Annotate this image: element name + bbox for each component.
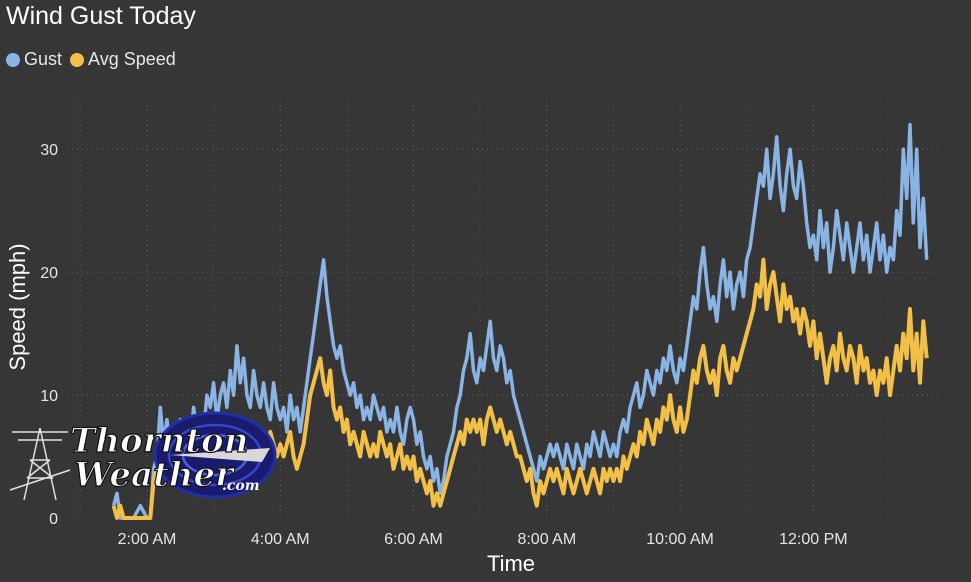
legend-label-gust: Gust — [24, 49, 63, 69]
chart-legend: Gust Avg Speed — [6, 49, 180, 70]
y-axis-ticks: 0 10 20 30 — [40, 142, 58, 528]
thornton-weather-logo: Thornton Weather .com — [9, 411, 277, 501]
legend-label-avg-speed: Avg Speed — [88, 49, 176, 69]
radio-tower-icon — [9, 427, 71, 501]
y-tick-label: 30 — [40, 142, 58, 159]
swirl-icon — [153, 411, 277, 499]
y-tick-label: 0 — [49, 511, 58, 528]
x-axis-ticks: 2:00 AM 4:00 AM 6:00 AM 8:00 AM 10:00 AM 12:0… — [118, 531, 848, 548]
x-tick-label: 12:00 PM — [779, 531, 847, 548]
legend-item-gust[interactable]: Gust — [6, 49, 62, 70]
y-tick-label: 10 — [40, 388, 58, 405]
x-tick-label: 8:00 AM — [517, 531, 576, 548]
legend-item-avg-speed[interactable]: Avg Speed — [70, 49, 176, 70]
y-axis-title: Speed (mph) — [5, 243, 30, 370]
x-tick-label: 2:00 AM — [118, 531, 177, 548]
legend-swatch-gust — [6, 52, 20, 67]
logo-line1: Thornton — [70, 421, 248, 461]
chart-title: Wind Gust Today — [6, 2, 196, 30]
x-tick-label: 4:00 AM — [251, 531, 310, 548]
series-line-gust — [111, 122, 929, 520]
x-tick-label: 10:00 AM — [646, 531, 714, 548]
x-axis-title: Time — [487, 551, 535, 576]
legend-swatch-avg-speed — [70, 52, 85, 67]
x-tick-label: 6:00 AM — [384, 531, 443, 548]
logo-line2: Weather — [74, 455, 235, 495]
logo-suffix: .com — [222, 478, 260, 494]
y-tick-label: 20 — [40, 265, 58, 282]
